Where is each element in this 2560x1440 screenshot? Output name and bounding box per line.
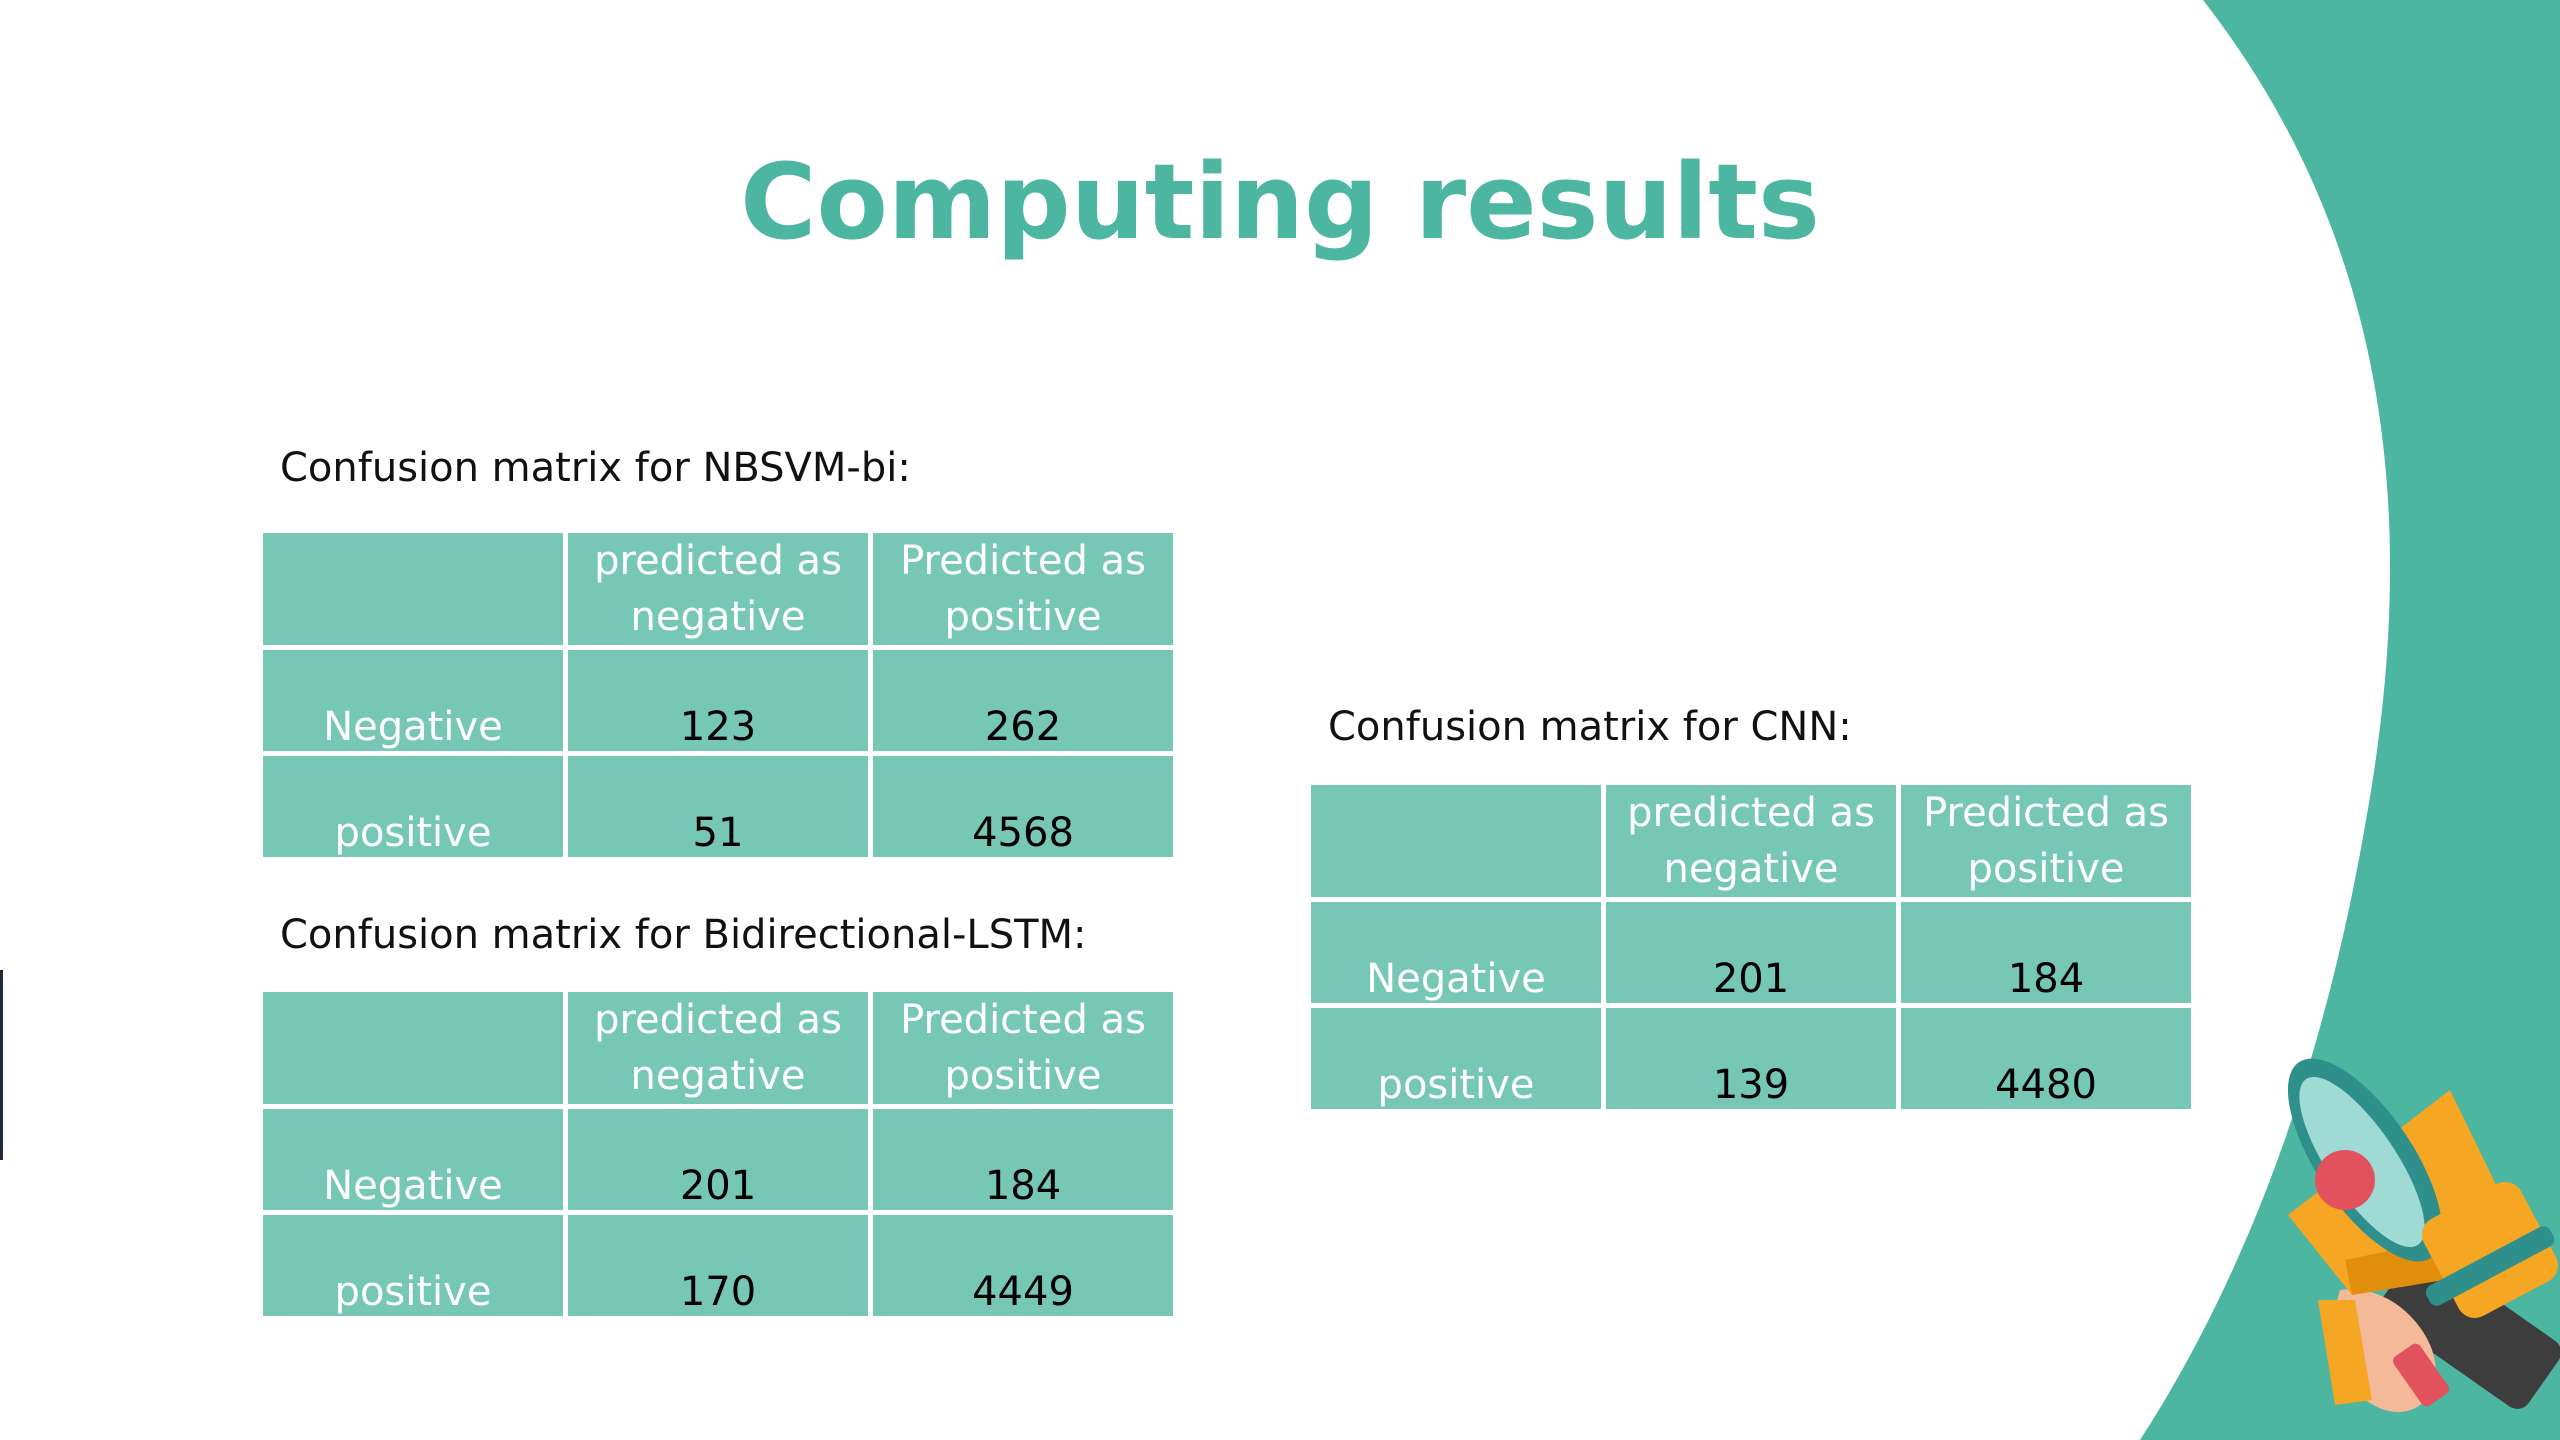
header-row: predicted as negative Predicted as posit… bbox=[258, 987, 1178, 1109]
row-label-negative: Negative bbox=[258, 645, 568, 756]
confusion-matrix-cnn: predicted as negative Predicted as posit… bbox=[1306, 780, 2196, 1114]
slide-title: Computing results bbox=[740, 141, 1820, 263]
megaphone-grip bbox=[2318, 1300, 2372, 1405]
table-cell: 4480 bbox=[1896, 1003, 2196, 1114]
col-header-predicted-negative: predicted as negative bbox=[563, 987, 873, 1109]
row-label-negative: Negative bbox=[1306, 897, 1606, 1008]
table-row: Negative 201 184 bbox=[258, 1104, 1178, 1215]
row-label-positive: positive bbox=[258, 751, 568, 862]
row-label-positive: positive bbox=[258, 1210, 568, 1321]
table-cell: 262 bbox=[868, 645, 1178, 756]
table-row: positive 170 4449 bbox=[258, 1210, 1178, 1321]
megaphone-cuff bbox=[2393, 1343, 2449, 1407]
col-header-predicted-negative: predicted as negative bbox=[563, 528, 873, 650]
table-cell: 51 bbox=[563, 751, 873, 862]
left-edge-marker bbox=[0, 970, 3, 1160]
table-row: positive 51 4568 bbox=[258, 751, 1178, 862]
col-header-predicted-negative: predicted as negative bbox=[1601, 780, 1901, 902]
col-header-predicted-positive: Predicted as positive bbox=[868, 987, 1178, 1109]
corner-cell bbox=[258, 528, 568, 650]
table-cell: 4568 bbox=[868, 751, 1178, 862]
megaphone-icon bbox=[2287, 1058, 2560, 1413]
row-label-negative: Negative bbox=[258, 1104, 568, 1215]
megaphone-handle bbox=[2378, 1251, 2560, 1409]
row-label-positive: positive bbox=[1306, 1003, 1606, 1114]
table-cell: 201 bbox=[563, 1104, 873, 1215]
table-caption-cnn: Confusion matrix for CNN: bbox=[1328, 704, 1852, 750]
table-row: Negative 123 262 bbox=[258, 645, 1178, 756]
confusion-matrix-nbsvm: predicted as negative Predicted as posit… bbox=[258, 528, 1178, 862]
table-cell: 123 bbox=[563, 645, 873, 756]
col-header-predicted-positive: Predicted as positive bbox=[868, 528, 1178, 650]
teal-arc-background bbox=[2140, 0, 2560, 1440]
confusion-matrix-bilstm: predicted as negative Predicted as posit… bbox=[258, 987, 1178, 1321]
table-cell: 201 bbox=[1601, 897, 1901, 1008]
megaphone-stripe bbox=[2425, 1226, 2555, 1306]
megaphone-mouth bbox=[2315, 1150, 2375, 1210]
corner-cell bbox=[258, 987, 568, 1109]
corner-cell bbox=[1306, 780, 1606, 902]
table-caption-nbsvm: Confusion matrix for NBSVM-bi: bbox=[280, 445, 911, 491]
table-row: Negative 201 184 bbox=[1306, 897, 2196, 1008]
col-header-predicted-positive: Predicted as positive bbox=[1896, 780, 2196, 902]
table-cell: 170 bbox=[563, 1210, 873, 1321]
table-cell: 4449 bbox=[868, 1210, 1178, 1321]
table-cell: 139 bbox=[1601, 1003, 1901, 1114]
table-caption-bilstm: Confusion matrix for Bidirectional-LSTM: bbox=[280, 912, 1087, 958]
header-row: predicted as negative Predicted as posit… bbox=[258, 528, 1178, 650]
table-row: positive 139 4480 bbox=[1306, 1003, 2196, 1114]
table-cell: 184 bbox=[1896, 897, 2196, 1008]
header-row: predicted as negative Predicted as posit… bbox=[1306, 780, 2196, 902]
table-cell: 184 bbox=[868, 1104, 1178, 1215]
